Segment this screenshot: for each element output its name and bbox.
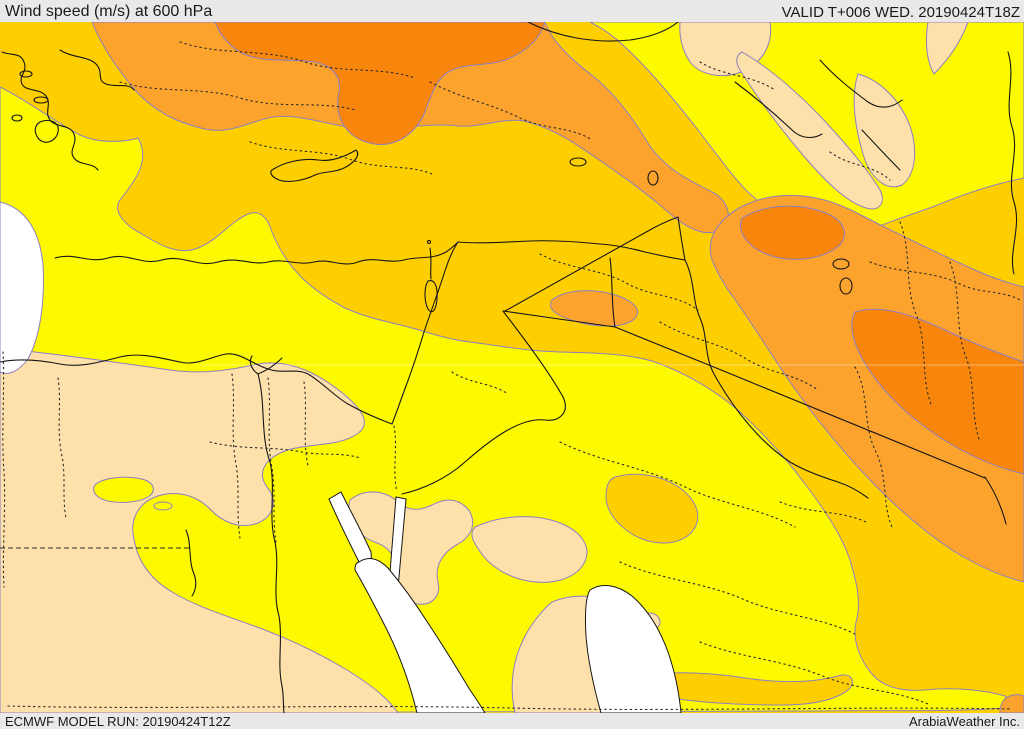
aegean-coast bbox=[1, 51, 99, 171]
iraq-lake-a bbox=[832, 258, 850, 270]
lake-van bbox=[569, 157, 587, 167]
nile-delta-west-branch bbox=[249, 355, 259, 375]
kuwait-border bbox=[984, 476, 1007, 525]
admin-line bbox=[303, 381, 309, 467]
iraq-saudi-border bbox=[502, 310, 986, 479]
contour-band-orange-bottom-corner bbox=[999, 694, 1024, 713]
admin-line bbox=[559, 441, 796, 528]
lake-nasser bbox=[185, 529, 197, 597]
iraq-lake-b bbox=[839, 277, 853, 295]
caucasus-border-a bbox=[734, 81, 823, 139]
admin-line bbox=[829, 151, 891, 181]
coastlines-and-borders bbox=[0, 22, 1018, 713]
model-run-label: ECMWF MODEL RUN: 20190424T12Z bbox=[5, 714, 231, 729]
contour-band-wheat-northeast-c bbox=[853, 73, 916, 188]
admin-line bbox=[619, 561, 856, 635]
admin-line bbox=[57, 377, 67, 519]
admin-line bbox=[779, 501, 867, 523]
aegean-island-a bbox=[19, 70, 33, 78]
nile-delta-east-branch bbox=[257, 357, 283, 375]
admin-line bbox=[267, 377, 277, 543]
lake-urmia bbox=[647, 170, 659, 186]
contour-band-wheat-northeast-d bbox=[925, 22, 969, 75]
contour-band-yellow-inside-sahara-b bbox=[153, 501, 173, 511]
contour-band-yellow-inside-sahara-a bbox=[93, 476, 154, 503]
red-sea-main bbox=[354, 558, 486, 713]
footer-bar: ECMWF MODEL RUN: 20190424T12Z ArabiaWeat… bbox=[0, 713, 1024, 729]
wind-speed-contour-map bbox=[0, 22, 1024, 713]
contour-band-wheat-northeast-b bbox=[736, 51, 883, 210]
turkey-levant-egypt-coast bbox=[0, 241, 459, 425]
caucasus-border-b bbox=[819, 59, 903, 108]
admin-line bbox=[949, 261, 981, 443]
admin-line bbox=[231, 373, 241, 539]
admin-line bbox=[869, 261, 1021, 301]
contour-band-yellow-west bbox=[0, 86, 1010, 713]
turkey-iraq-border bbox=[677, 216, 686, 261]
aegean-island-c bbox=[11, 114, 23, 122]
admin-line bbox=[209, 441, 361, 459]
iraq-saudi-vertical-segment bbox=[609, 257, 616, 328]
admin-line bbox=[659, 321, 819, 391]
contour-band-orange-iran bbox=[709, 194, 1024, 583]
admin-line bbox=[429, 81, 593, 141]
sinai-israel-border-dotted bbox=[393, 425, 398, 493]
syria-iraq-border bbox=[504, 216, 679, 312]
admin-line bbox=[119, 81, 356, 111]
jordan-river bbox=[429, 247, 432, 280]
header-bar: Wind speed (m/s) at 600 hPa VALID T+006 … bbox=[0, 0, 1024, 22]
admin-line bbox=[539, 253, 699, 311]
iran-iraq-border bbox=[684, 259, 869, 499]
dead-sea bbox=[424, 280, 438, 313]
map-title: Wind speed (m/s) at 600 hPa bbox=[5, 3, 213, 20]
contour-band-orange-anatolia bbox=[91, 22, 729, 233]
admin-boundaries-dotted bbox=[0, 41, 1021, 710]
admin-line bbox=[699, 61, 776, 91]
marmara-coast bbox=[59, 49, 135, 91]
valid-time-label: VALID T+006 WED. 20190424T18Z bbox=[781, 4, 1020, 21]
admin-line bbox=[451, 371, 509, 395]
cyprus-island bbox=[270, 149, 359, 182]
iran-azerbaijan-border bbox=[1007, 51, 1018, 275]
attribution-label: ArabiaWeather Inc. bbox=[908, 714, 1020, 729]
contour-band-deep-orange-iran-core bbox=[851, 308, 1024, 475]
admin-line bbox=[899, 221, 933, 408]
contour-band-deep-orange-top bbox=[214, 22, 546, 145]
persian-gulf-head bbox=[585, 584, 682, 713]
contour-band-wheat-central-saudi bbox=[471, 516, 588, 583]
contour-band-deep-orange-nw-lobe bbox=[740, 205, 845, 260]
admin-line bbox=[179, 41, 416, 79]
admin-line bbox=[249, 141, 433, 175]
libya-egypt-border-dotted bbox=[2, 351, 6, 588]
contour-band-calm-mediterranean bbox=[0, 201, 44, 374]
caucasus-border-c bbox=[861, 129, 901, 171]
jordan-saudi-border bbox=[401, 310, 566, 495]
contour-band-orange-jordan-patch bbox=[549, 290, 638, 327]
admin-line bbox=[854, 366, 893, 528]
black-sea-coast bbox=[527, 22, 679, 42]
contour-band-gold-pocket-north-saudi bbox=[605, 473, 699, 544]
aegean-island-b bbox=[33, 96, 49, 104]
rhodes-island bbox=[34, 119, 59, 143]
turkey-syria-border bbox=[457, 240, 686, 261]
sea-of-galilee bbox=[426, 239, 432, 245]
